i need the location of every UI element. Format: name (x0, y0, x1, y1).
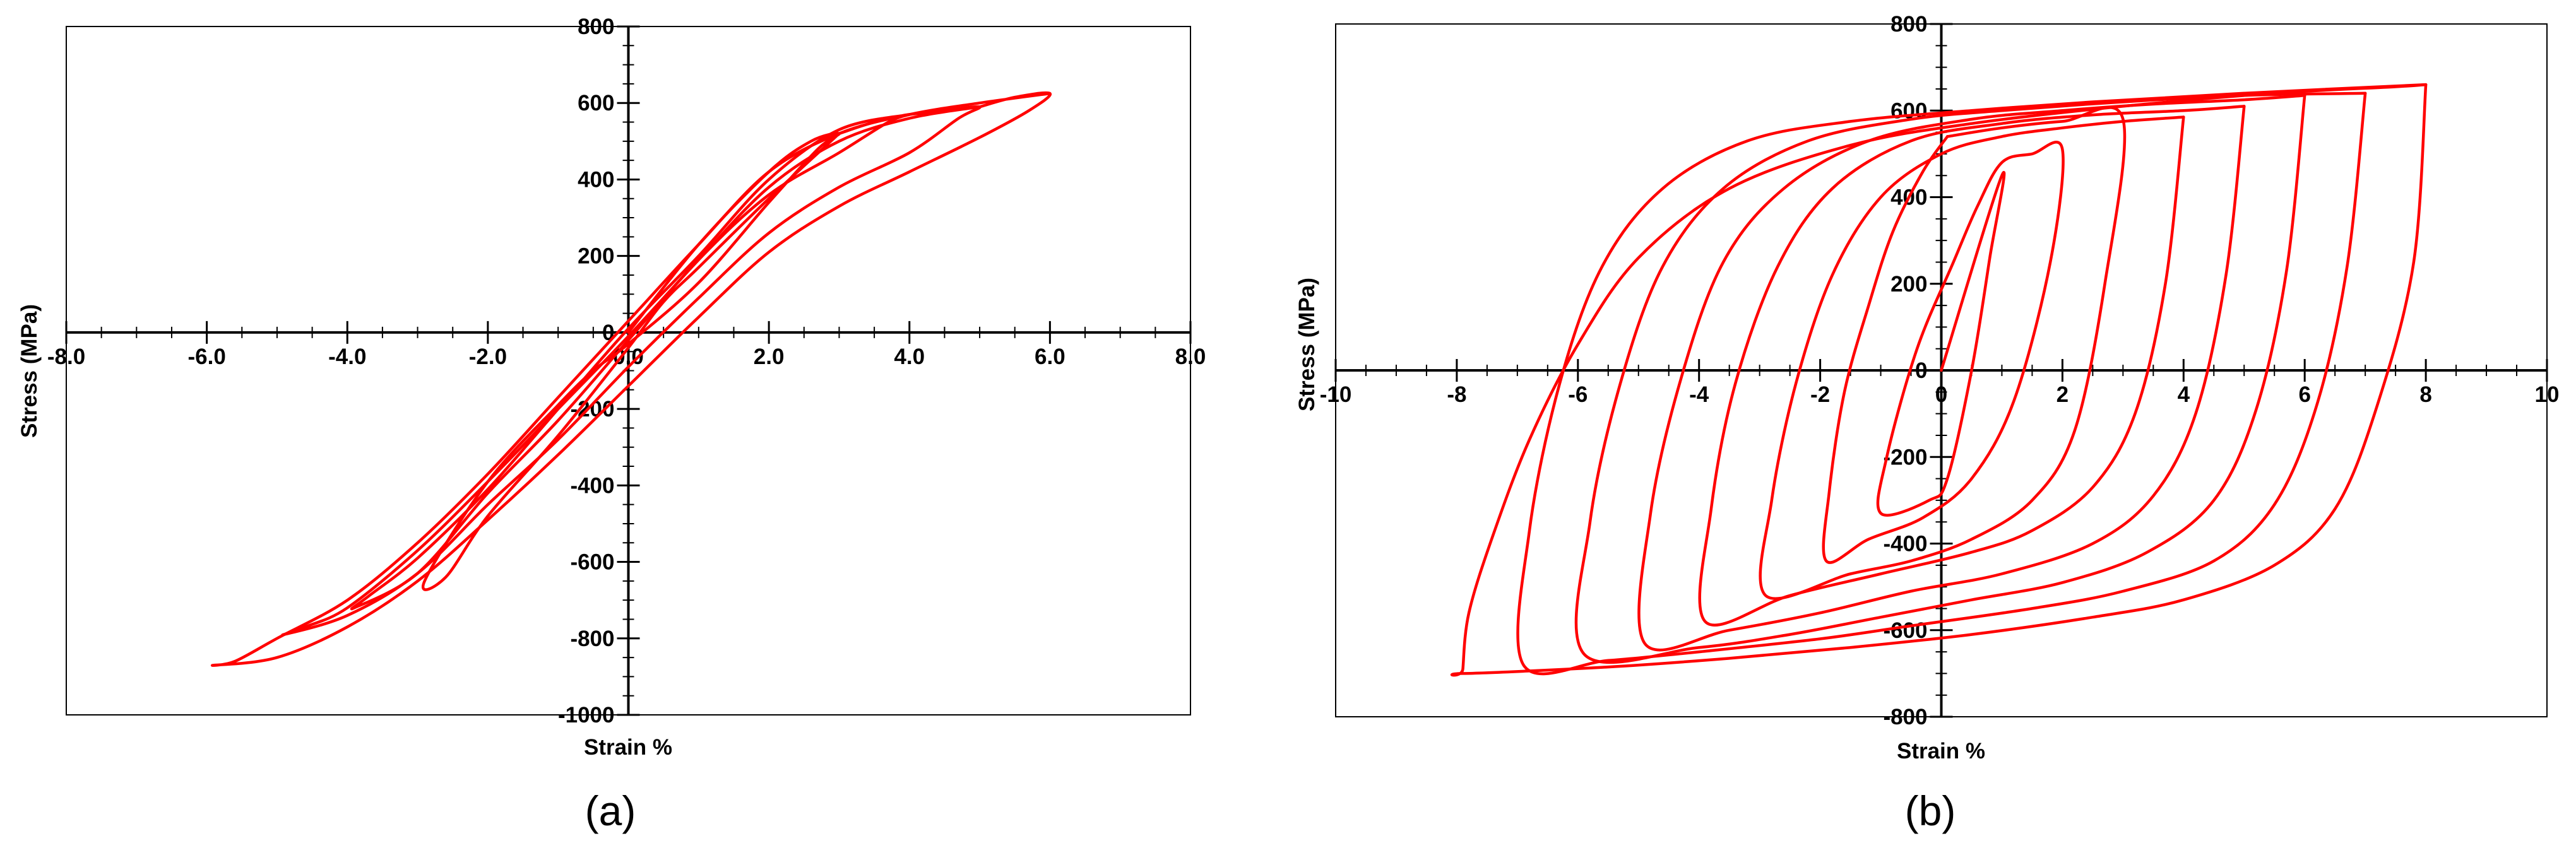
hysteresis-loop (1822, 135, 2065, 564)
x-tick-label: 10 (2535, 382, 2560, 407)
y-tick-label: -200 (1883, 445, 1927, 469)
x-tick-label: 0 (1935, 382, 1947, 407)
y-tick-label: -800 (1883, 705, 1927, 729)
x-tick-label: -8.0 (47, 344, 85, 369)
x-tick-label: -8 (1447, 382, 1466, 407)
curve-group-b (1451, 83, 2428, 677)
y-tick-label: -800 (570, 627, 614, 651)
hysteresis-loop (1516, 83, 2428, 676)
y-tick-label: 0 (1915, 358, 1927, 383)
x-axis-title-b: Strain % (1897, 739, 1985, 763)
y-tick-label: -600 (570, 550, 614, 575)
x-tick-label: -6.0 (187, 344, 225, 369)
hysteresis-loop (1451, 83, 2428, 677)
hysteresis-loop (1698, 105, 2246, 627)
y-tick-label: 200 (578, 244, 614, 269)
x-tick-label: 6.0 (1035, 344, 1065, 369)
panel-label-a: (a) (585, 787, 636, 834)
x-tick-label: -10 (1320, 382, 1352, 407)
x-tick-label: -4.0 (328, 344, 366, 369)
curve-group-a (211, 91, 1052, 667)
panel-label-b: (b) (1905, 787, 1956, 834)
y-tick-label: 800 (1890, 12, 1927, 37)
x-tick-label: 8.0 (1175, 344, 1206, 369)
x-tick-label: -4 (1689, 382, 1709, 407)
y-axis-title-a: Stress (MPa) (17, 304, 42, 438)
chart-a: -8.0 -6.0 -4.0 -2.0 0.0 2.0 4.0 6.0 8.0-1000-800… (17, 15, 1206, 834)
x-tick-label: -6 (1568, 382, 1588, 407)
x-tick-label: 4.0 (894, 344, 925, 369)
y-tick-label: -600 (1883, 618, 1927, 643)
y-tick-label: -200 (570, 397, 614, 421)
x-tick-label: 4 (2178, 382, 2190, 407)
y-tick-label: -1000 (558, 703, 615, 727)
tick-group-b: -10 -8 -6 -4 -2 0 2 4 6 8 10-800-600-400-200020040… (1320, 12, 2560, 729)
x-tick-label: -2.0 (469, 344, 507, 369)
y-tick-label: 400 (578, 167, 614, 192)
hysteresis-loop (1574, 91, 2367, 664)
x-tick-label: -2 (1810, 382, 1830, 407)
hysteresis-loop (211, 91, 1052, 667)
y-tick-label: -400 (1883, 532, 1927, 556)
x-axis-title-a: Strain % (584, 735, 672, 760)
y-tick-label: 200 (1890, 272, 1927, 297)
hysteresis-loop (422, 131, 841, 591)
hysteresis-loop (1759, 106, 2185, 600)
y-tick-label: 600 (578, 91, 614, 115)
x-tick-label: 8 (2419, 382, 2431, 407)
y-axis-title-b: Stress (MPa) (1295, 278, 1319, 411)
y-tick-label: -400 (570, 473, 614, 498)
hysteresis-loop (281, 105, 982, 637)
x-tick-label: 6 (2298, 382, 2310, 407)
y-tick-label: 800 (578, 15, 614, 39)
hysteresis-loop (1637, 93, 2306, 652)
x-tick-label: 2 (2057, 382, 2069, 407)
chart-b: -10 -8 -6 -4 -2 0 2 4 6 8 10-800-600-400-200020040… (1295, 12, 2559, 834)
x-tick-label: 2.0 (754, 344, 785, 369)
tick-group-a: -8.0 -6.0 -4.0 -2.0 0.0 2.0 4.0 6.0 8.0-1000-800… (47, 15, 1206, 727)
